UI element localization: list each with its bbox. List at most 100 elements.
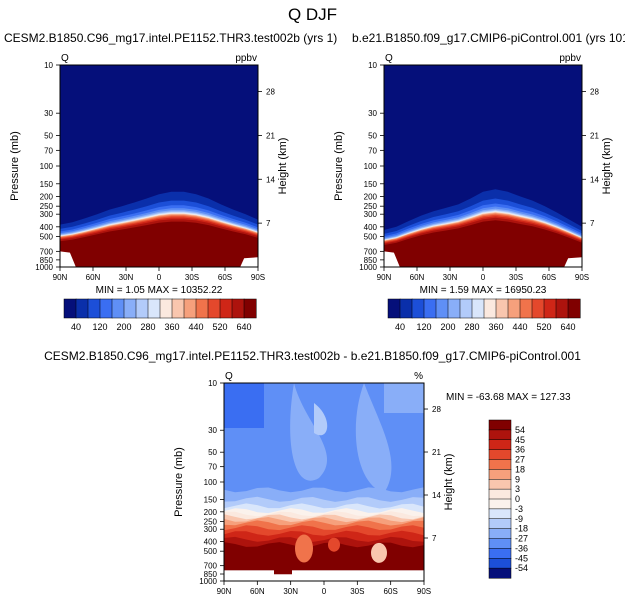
colorbar-box	[399, 298, 413, 319]
colorbar-box	[231, 298, 245, 319]
y-tick-label: 200	[204, 508, 218, 517]
colorbar-box	[488, 538, 512, 549]
colorbar-label: -9	[515, 514, 523, 524]
colorbar-box	[488, 548, 512, 559]
colorbar-label: 360	[164, 322, 179, 332]
y-tick-label: 500	[40, 233, 54, 242]
colorbar-box	[423, 298, 437, 319]
colorbar-label: -45	[515, 553, 528, 563]
colorbar-box	[123, 298, 137, 319]
colorbar-label: 520	[212, 322, 227, 332]
y-right-tick-label: 7	[590, 219, 595, 228]
colorbar-label: 640	[236, 322, 251, 332]
y-tick-label: 850	[204, 570, 218, 579]
colorbar-box	[87, 298, 101, 319]
y-tick-label: 70	[44, 146, 53, 155]
y-tick-label: 100	[364, 162, 378, 171]
field-patch	[295, 534, 313, 563]
colorbar: 40 120 200 280 360 440 520 640	[387, 298, 581, 332]
colorbar-label: 9	[515, 474, 520, 484]
y-tick-label: 250	[364, 202, 378, 211]
y-tick-label: 300	[204, 525, 218, 534]
topography-mask	[60, 251, 76, 267]
colorbar-box	[488, 469, 512, 480]
x-tick-label: 60S	[218, 273, 232, 282]
colorbar-label: -36	[515, 543, 528, 553]
left-corner-label: Q	[225, 371, 233, 382]
colorbar-box	[459, 298, 473, 319]
colorbar-box	[243, 298, 257, 319]
colorbar-box	[207, 298, 221, 319]
colorbar-label: -27	[515, 534, 528, 544]
y-tick-label: 250	[40, 202, 54, 211]
y-tick-label: 200	[40, 192, 54, 201]
field-patch	[314, 403, 328, 436]
colorbar: 40 120 200 280 360 440 520 640	[63, 298, 257, 332]
panel3-title: CESM2.B1850.C96_mg17.intel.PE1152.THR3.t…	[44, 349, 581, 363]
colorbar-box	[488, 528, 512, 540]
x-tick-label: 60S	[384, 587, 398, 596]
left-corner-label: Q	[385, 53, 393, 64]
y-tick-label: 500	[364, 233, 378, 242]
x-tick-label: 60N	[410, 273, 425, 282]
y-tick-label: 400	[204, 538, 218, 547]
colorbar-box	[63, 298, 77, 319]
field-patch	[274, 566, 292, 575]
colorbar-label: 200	[116, 322, 131, 332]
right-corner-label: ppbv	[235, 53, 257, 64]
colorbar-label: 120	[92, 322, 107, 332]
y-right-tick-label: 14	[432, 491, 441, 500]
panel2-title: b.e21.B1850.f09_g17.CMIP6-piControl.001 …	[352, 31, 625, 45]
colorbar-box	[488, 518, 512, 530]
colorbar-label: 360	[488, 322, 503, 332]
panel3-minmax: MIN = -63.68 MAX = 127.33	[446, 392, 571, 403]
colorbar-label: 440	[188, 322, 203, 332]
colorbar-box	[75, 298, 89, 319]
y-tick-label: 300	[364, 210, 378, 219]
y-right-tick-label: 21	[266, 131, 275, 140]
colorbar-box	[147, 298, 161, 319]
field-patch	[224, 383, 264, 428]
y-tick-label: 400	[40, 223, 54, 232]
panel1-title: CESM2.B1850.C96_mg17.intel.PE1152.THR3.t…	[4, 31, 338, 45]
colorbar-box	[495, 298, 509, 319]
y-right-tick-label: 28	[266, 88, 275, 97]
x-tick-label: 90N	[53, 273, 68, 282]
panel-3: 1030507010015020025030040050070085010002…	[173, 371, 455, 596]
y-tick-label: 30	[44, 109, 53, 118]
colorbar-label: 54	[515, 425, 525, 435]
x-tick-label: 30N	[283, 587, 298, 596]
field-patch	[328, 537, 340, 552]
x-tick-label: 30S	[509, 273, 523, 282]
x-tick-label: 60N	[86, 273, 101, 282]
y-tick-label: 50	[368, 132, 377, 141]
field-patch	[355, 383, 392, 493]
colorbar-label: 45	[515, 435, 525, 445]
y-tick-label: 700	[364, 247, 378, 256]
colorbar-box	[531, 298, 545, 319]
panel-3-field	[224, 383, 424, 581]
y-tick-label: 250	[204, 517, 218, 526]
y-tick-label: 50	[208, 448, 217, 457]
y-right-tick-label: 21	[590, 131, 599, 140]
colorbar-box	[519, 298, 533, 319]
x-tick-label: 0	[322, 587, 327, 596]
colorbar-label: 120	[416, 322, 431, 332]
topography-mask	[224, 570, 424, 581]
colorbar-box	[483, 298, 497, 319]
y-tick-label: 500	[204, 547, 218, 556]
x-tick-label: 90S	[251, 273, 265, 282]
y-tick-label: 850	[364, 256, 378, 265]
colorbar-box	[543, 298, 557, 319]
y-tick-label: 300	[40, 210, 54, 219]
field-patch	[290, 383, 328, 481]
colorbar-label: 40	[71, 322, 81, 332]
panel-1-field	[60, 65, 258, 267]
left-corner-label: Q	[61, 53, 69, 64]
colorbar-label: -54	[515, 563, 528, 573]
x-tick-label: 30N	[443, 273, 458, 282]
field-patch	[371, 542, 387, 563]
colorbar-label: 0	[515, 494, 520, 504]
y-right-axis-title: Height (km)	[277, 138, 289, 195]
